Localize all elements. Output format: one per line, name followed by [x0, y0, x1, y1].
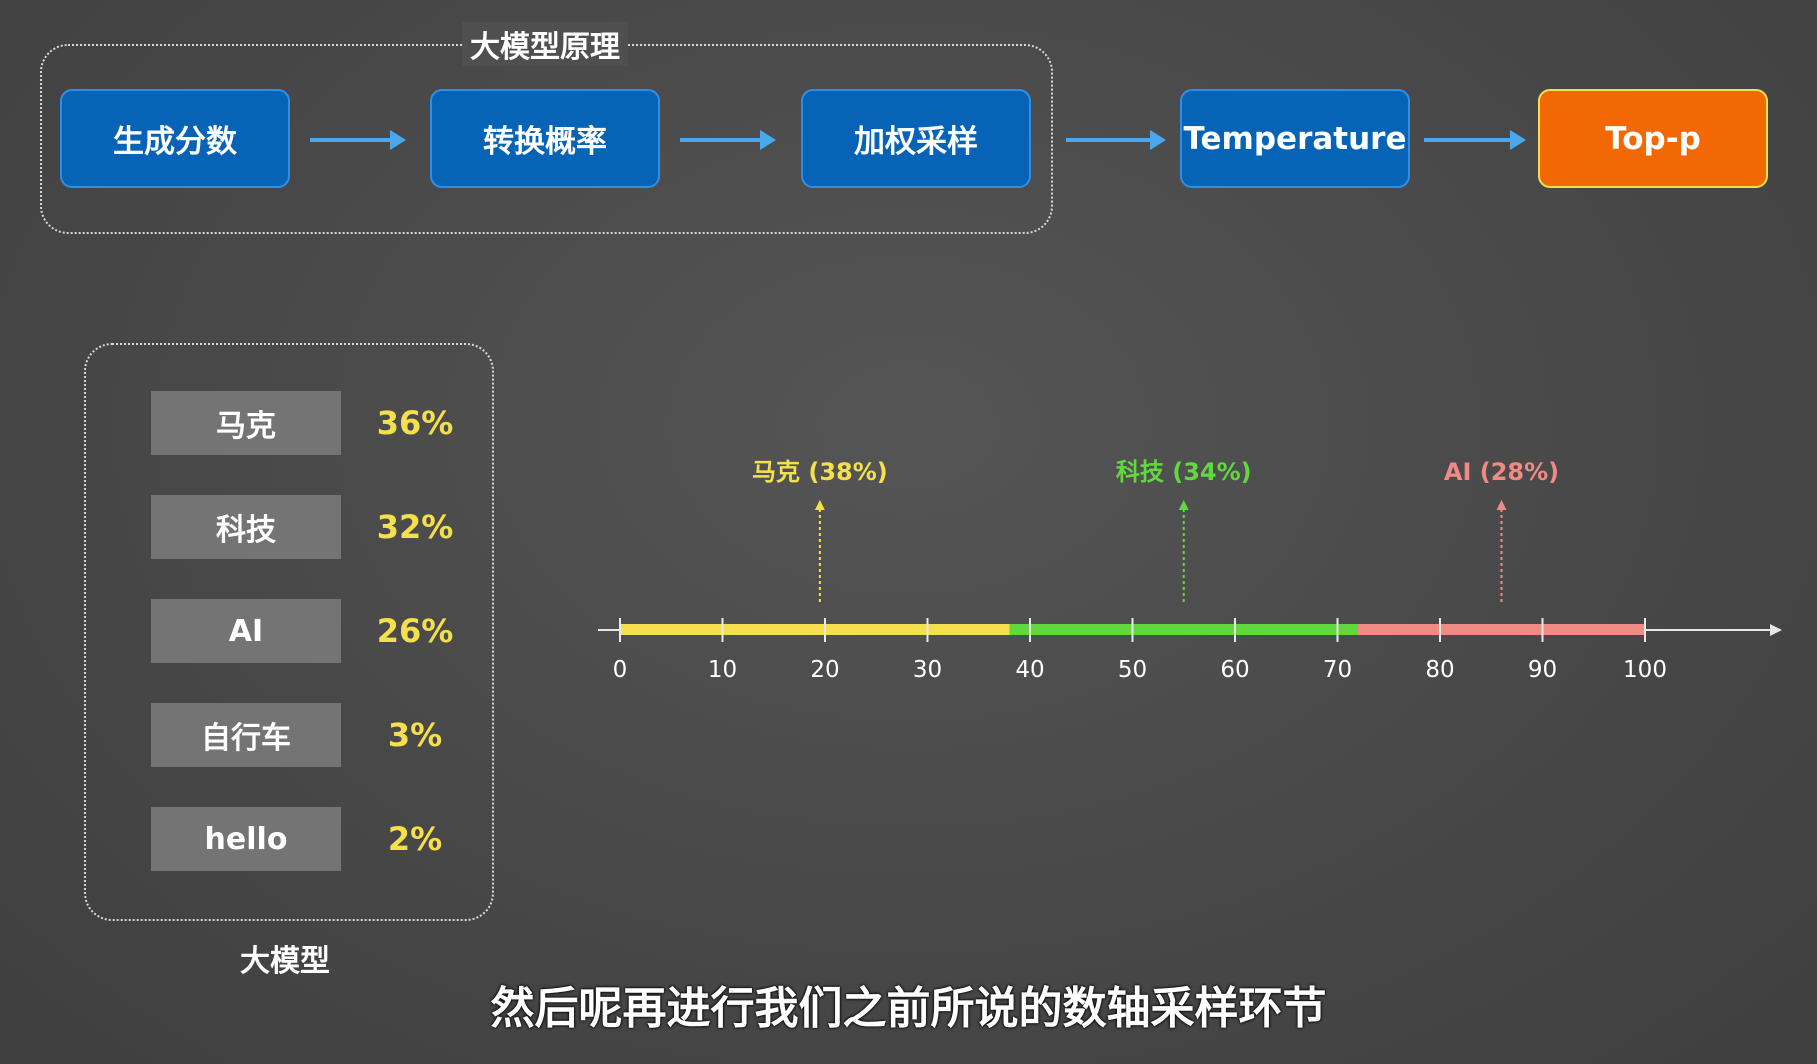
arrow-right-icon	[680, 130, 776, 150]
model-group-box	[84, 343, 494, 921]
step-weighted-sampling[interactable]: 加权采样	[801, 89, 1031, 188]
tick-label: 60	[1220, 657, 1249, 683]
token-probability: 3%	[387, 716, 443, 754]
step-convert-probability[interactable]: 转换概率	[430, 89, 660, 188]
token-probability: 2%	[387, 820, 443, 858]
token-item: 科技	[151, 495, 341, 559]
tick-label: 70	[1323, 657, 1352, 683]
segment-bar	[1358, 624, 1645, 635]
token-probability: 32%	[376, 508, 454, 546]
model-label: 大模型	[240, 944, 330, 979]
step-top-p[interactable]: Top-p	[1538, 89, 1768, 188]
tick-label: 90	[1528, 657, 1557, 683]
tick-label: 20	[810, 657, 839, 683]
token-probability: 26%	[376, 612, 454, 650]
marker-arrow-icon	[1178, 500, 1189, 510]
segment-bar	[1009, 624, 1358, 635]
step-temperature[interactable]: Temperature	[1180, 89, 1410, 188]
arrow-right-icon	[310, 130, 406, 150]
tick-label: 100	[1623, 657, 1667, 683]
pipeline-title: 大模型原理	[462, 22, 628, 66]
arrow-right-icon	[1424, 130, 1526, 150]
marker-arrow-icon	[1496, 500, 1507, 510]
token-item: 自行车	[151, 703, 341, 767]
token-item: 马克	[151, 391, 341, 455]
number-line-chart: 0 10 20 30 40 50 60 70 80 90 100 马克 (38%) 科技 (34%) AI…	[598, 458, 1782, 683]
segment-bar	[620, 624, 1010, 635]
subtitle-caption: 然后呢再进行我们之前所说的数轴采样环节	[490, 983, 1327, 1034]
marker-arrow-icon	[814, 500, 825, 510]
token-probability: 36%	[376, 404, 454, 442]
tick-label: 80	[1425, 657, 1454, 683]
token-item: AI	[151, 599, 341, 663]
segment-label: AI (28%)	[1444, 458, 1559, 486]
tick-label: 50	[1118, 657, 1147, 683]
tick-label: 40	[1015, 657, 1044, 683]
tick-label: 30	[913, 657, 942, 683]
tick-label: 10	[708, 657, 737, 683]
step-generate-scores[interactable]: 生成分数	[60, 89, 290, 188]
segment-label: 科技 (34%)	[1116, 458, 1252, 486]
segment-label: 马克 (38%)	[752, 458, 888, 486]
token-item: hello	[151, 807, 341, 871]
arrow-right-icon	[1066, 130, 1166, 150]
tick-label: 0	[613, 657, 628, 683]
axis-arrow-icon	[1770, 624, 1782, 636]
